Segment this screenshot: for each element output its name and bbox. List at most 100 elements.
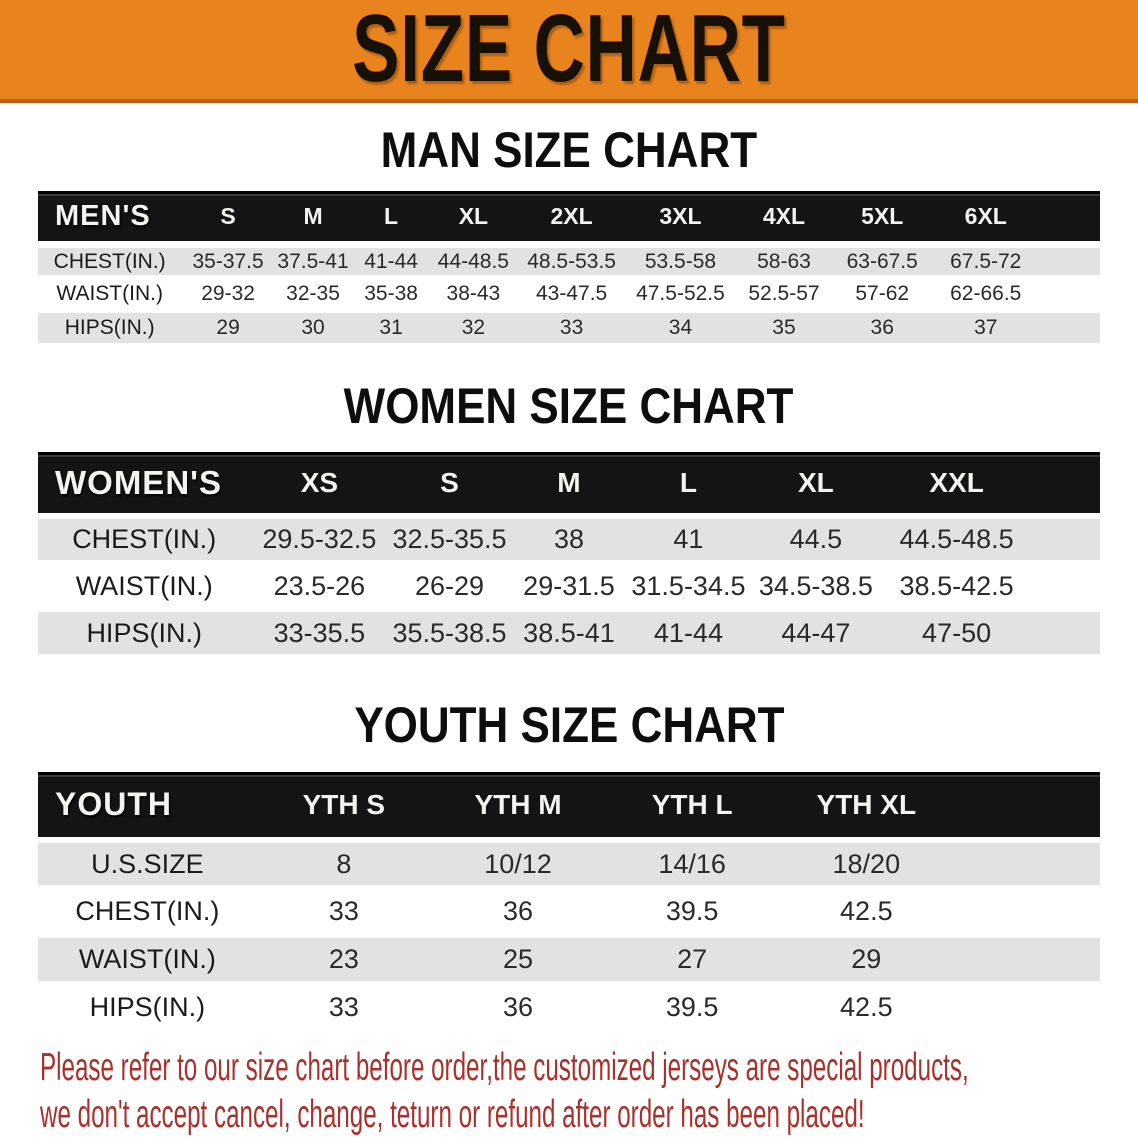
- measure-value-cell: 29-31.5: [510, 560, 628, 607]
- measure-row-label: CHEST(IN.): [38, 513, 251, 560]
- measure-row-label: CHEST(IN.): [38, 241, 182, 275]
- measure-row-label: HIPS(IN.): [38, 309, 182, 343]
- measure-value-cell: 23.5-26: [250, 560, 389, 607]
- measure-value-cell: 35-38: [351, 275, 431, 309]
- measure-value-cell: 38.5-41: [510, 607, 628, 654]
- measure-value-cell: 32-35: [274, 275, 352, 309]
- men-section-heading-text: MAN SIZE CHART: [380, 122, 758, 178]
- measure-value-cell: 37: [930, 309, 1042, 343]
- notice-line-2: we don't accept cancel, change, teturn o…: [40, 1093, 865, 1136]
- measure-value-cell: 44-48.5: [430, 241, 516, 275]
- measure-value-cell: 32.5-35.5: [388, 513, 511, 560]
- measure-value-cell: 33-35.5: [250, 607, 389, 654]
- size-column-header: YTH XL: [779, 772, 954, 837]
- measure-row-label: WAIST(IN.): [38, 275, 182, 309]
- measure-value-cell: 36: [430, 981, 606, 1029]
- size-column-header: XL: [430, 191, 516, 241]
- measure-value-cell: 41: [627, 513, 750, 560]
- measure-value-cell: 37.5-41: [274, 241, 352, 275]
- size-column-header: 6XL: [930, 191, 1042, 241]
- measure-value-cell: 34.5-38.5: [749, 560, 883, 607]
- measure-value-cell: 32: [430, 309, 516, 343]
- header-spacer-cell: [1041, 191, 1100, 241]
- size-column-header: L: [351, 191, 431, 241]
- table-group-label: MEN'S: [38, 191, 182, 241]
- measure-value-cell: 62-66.5: [930, 275, 1042, 309]
- size-column-header: 4XL: [733, 191, 835, 241]
- header-spacer-cell: [953, 772, 1100, 837]
- size-column-header: L: [627, 452, 750, 513]
- table-header-row: WOMEN'S XS S M L XL XXL: [38, 452, 1100, 513]
- measure-value-cell: 29.5-32.5: [250, 513, 389, 560]
- measure-value-cell: 53.5-58: [627, 241, 734, 275]
- size-column-header: S: [388, 452, 511, 513]
- size-column-header: XXL: [882, 452, 1031, 513]
- measure-value-cell: 36: [430, 885, 606, 933]
- youth-section-heading: YOUTH SIZE CHART: [0, 699, 1138, 751]
- measure-value-cell: 35.5-38.5: [388, 607, 511, 654]
- measure-row: HIPS(IN.) 29 30 31 32 33 34 35 36 37: [38, 309, 1100, 343]
- row-spacer-cell: [953, 837, 1100, 885]
- measure-value-cell: 26-29: [388, 560, 511, 607]
- measure-value-cell: 18/20: [779, 837, 954, 885]
- measure-row: HIPS(IN.) 33-35.5 35.5-38.5 38.5-41 41-44 44-…: [38, 607, 1100, 654]
- measure-value-cell: 29: [181, 309, 275, 343]
- measure-value-cell: 23: [256, 933, 431, 981]
- measure-value-cell: 58-63: [733, 241, 835, 275]
- size-column-header: YTH L: [605, 772, 780, 837]
- measure-value-cell: 44-47: [749, 607, 883, 654]
- measure-value-cell: 34: [627, 309, 734, 343]
- youth-size-table: YOUTH YTH S YTH M YTH L YTH XL U.S.SIZE 8 10/12…: [38, 772, 1100, 1029]
- order-notice: Please refer to our size chart before or…: [40, 1044, 1098, 1138]
- women-section-heading: WOMEN SIZE CHART: [0, 380, 1138, 432]
- table-group-label: YOUTH: [38, 772, 257, 837]
- measure-value-cell: 41-44: [351, 241, 431, 275]
- measure-value-cell: 39.5: [605, 885, 780, 933]
- size-column-header: S: [181, 191, 275, 241]
- measure-value-cell: 39.5: [605, 981, 780, 1029]
- measure-row: WAIST(IN.) 23.5-26 26-29 29-31.5 31.5-34.5 34…: [38, 560, 1100, 607]
- measure-value-cell: 25: [430, 933, 606, 981]
- measure-value-cell: 67.5-72: [930, 241, 1042, 275]
- measure-value-cell: 31.5-34.5: [627, 560, 750, 607]
- youth-section: YOUTH SIZE CHART YOUTH YTH S YTH M YTH L YTH…: [0, 699, 1138, 1029]
- measure-value-cell: 42.5: [779, 885, 954, 933]
- men-section: MAN SIZE CHART MEN'S S M L XL 2XL 3XL 4XL 5XL 6XL…: [0, 124, 1138, 343]
- size-column-header: M: [510, 452, 628, 513]
- size-column-header: 2XL: [515, 191, 628, 241]
- measure-row: U.S.SIZE 8 10/12 14/16 18/20: [38, 837, 1100, 885]
- size-column-header: XS: [250, 452, 389, 513]
- women-section: WOMEN SIZE CHART WOMEN'S XS S M L XL XXL CHEST(…: [0, 380, 1138, 654]
- measure-value-cell: 36: [834, 309, 930, 343]
- measure-value-cell: 57-62: [834, 275, 930, 309]
- measure-value-cell: 38-43: [430, 275, 516, 309]
- size-column-header: M: [274, 191, 352, 241]
- table-group-label: WOMEN'S: [38, 452, 251, 513]
- measure-row: CHEST(IN.) 33 36 39.5 42.5: [38, 885, 1100, 933]
- main-title-text: SIZE CHART: [352, 0, 786, 102]
- measure-row-label: HIPS(IN.): [38, 607, 251, 654]
- row-spacer-cell: [1041, 241, 1100, 275]
- row-spacer-cell: [953, 981, 1100, 1029]
- measure-value-cell: 44.5-48.5: [882, 513, 1031, 560]
- women-size-table: WOMEN'S XS S M L XL XXL CHEST(IN.) 29.5-32.5 32.5…: [38, 452, 1100, 654]
- measure-value-cell: 31: [351, 309, 431, 343]
- measure-value-cell: 42.5: [779, 981, 954, 1029]
- row-spacer-cell: [953, 933, 1100, 981]
- measure-row-label: WAIST(IN.): [38, 560, 251, 607]
- size-column-header: YTH S: [256, 772, 431, 837]
- measure-value-cell: 8: [256, 837, 431, 885]
- measure-value-cell: 44.5: [749, 513, 883, 560]
- measure-row-label: U.S.SIZE: [38, 837, 257, 885]
- measure-row: HIPS(IN.) 33 36 39.5 42.5: [38, 981, 1100, 1029]
- row-spacer-cell: [953, 885, 1100, 933]
- header-spacer-cell: [1030, 452, 1100, 513]
- main-title: SIZE CHART: [0, 0, 1138, 97]
- size-column-header: 5XL: [834, 191, 930, 241]
- measure-row-label: HIPS(IN.): [38, 981, 257, 1029]
- measure-value-cell: 38.5-42.5: [882, 560, 1031, 607]
- measure-value-cell: 35-37.5: [181, 241, 275, 275]
- row-spacer-cell: [1041, 309, 1100, 343]
- youth-section-heading-text: YOUTH SIZE CHART: [353, 697, 785, 753]
